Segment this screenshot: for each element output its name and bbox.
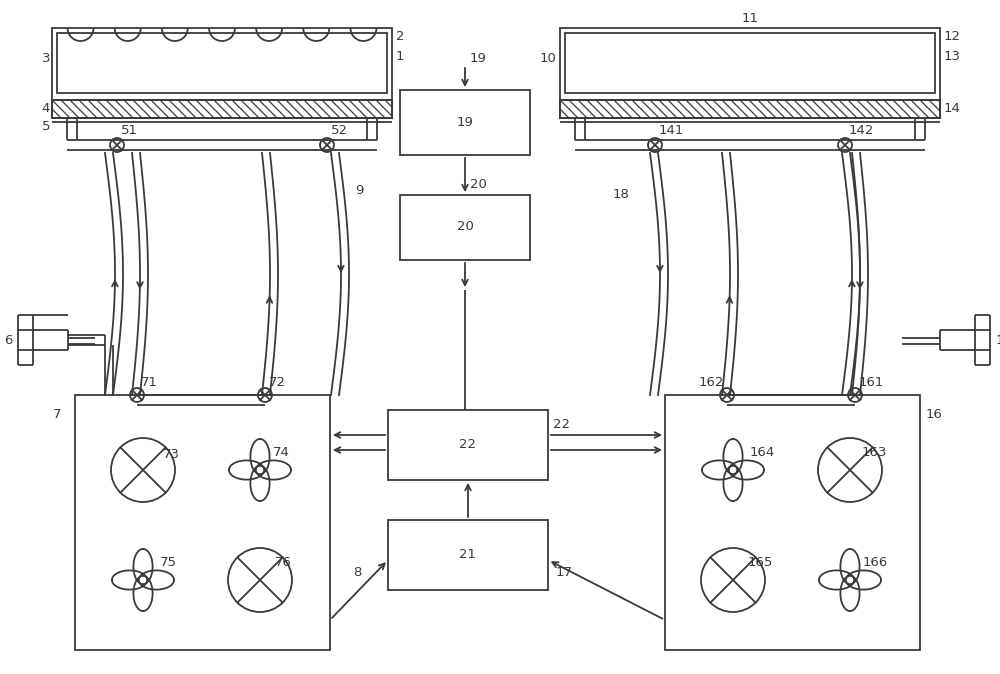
- Text: 75: 75: [160, 557, 177, 570]
- Text: 52: 52: [331, 125, 348, 137]
- Text: 141: 141: [659, 125, 684, 137]
- Text: 73: 73: [163, 448, 180, 462]
- Text: 14: 14: [944, 102, 961, 115]
- Text: 2: 2: [396, 30, 404, 42]
- Text: 162: 162: [699, 377, 724, 390]
- Text: 166: 166: [863, 557, 888, 570]
- Bar: [52, 28, 392, 118]
- Text: 16: 16: [926, 408, 943, 421]
- Bar: [400, 195, 530, 260]
- Text: 71: 71: [141, 377, 158, 390]
- Text: 19: 19: [470, 51, 487, 65]
- Bar: [560, 100, 940, 118]
- Text: 51: 51: [121, 125, 138, 137]
- Text: 6: 6: [4, 334, 12, 346]
- Bar: [560, 28, 940, 118]
- Text: 19: 19: [457, 115, 473, 129]
- Text: 15: 15: [996, 334, 1000, 346]
- Text: 76: 76: [275, 557, 292, 570]
- Text: 18: 18: [613, 189, 630, 202]
- Bar: [560, 100, 940, 118]
- Bar: [565, 33, 935, 93]
- Text: 74: 74: [273, 446, 290, 460]
- Text: 163: 163: [862, 446, 887, 460]
- Text: 8: 8: [353, 565, 361, 578]
- Text: 142: 142: [849, 125, 874, 137]
- Bar: [57, 33, 387, 93]
- Text: 20: 20: [470, 179, 487, 191]
- Text: 17: 17: [556, 565, 573, 578]
- Bar: [665, 395, 920, 650]
- Text: 165: 165: [748, 557, 773, 570]
- Text: 13: 13: [944, 49, 961, 63]
- Text: 72: 72: [269, 377, 286, 390]
- Bar: [400, 90, 530, 155]
- Text: 5: 5: [42, 119, 50, 133]
- Text: 12: 12: [944, 30, 961, 42]
- Text: 9: 9: [355, 183, 363, 197]
- Text: 4: 4: [42, 102, 50, 115]
- Text: 10: 10: [539, 51, 556, 65]
- Bar: [388, 410, 548, 480]
- Text: 161: 161: [859, 377, 884, 390]
- Text: 11: 11: [742, 11, 759, 24]
- Text: 22: 22: [460, 439, 477, 452]
- Bar: [75, 395, 330, 650]
- Text: 3: 3: [42, 51, 50, 65]
- Text: 21: 21: [460, 549, 477, 561]
- Text: 22: 22: [553, 419, 570, 431]
- Text: 20: 20: [457, 220, 473, 233]
- Bar: [52, 100, 392, 118]
- Text: 164: 164: [750, 446, 775, 460]
- Text: 7: 7: [52, 408, 61, 421]
- Text: 1: 1: [396, 49, 404, 63]
- Bar: [52, 100, 392, 118]
- Bar: [388, 520, 548, 590]
